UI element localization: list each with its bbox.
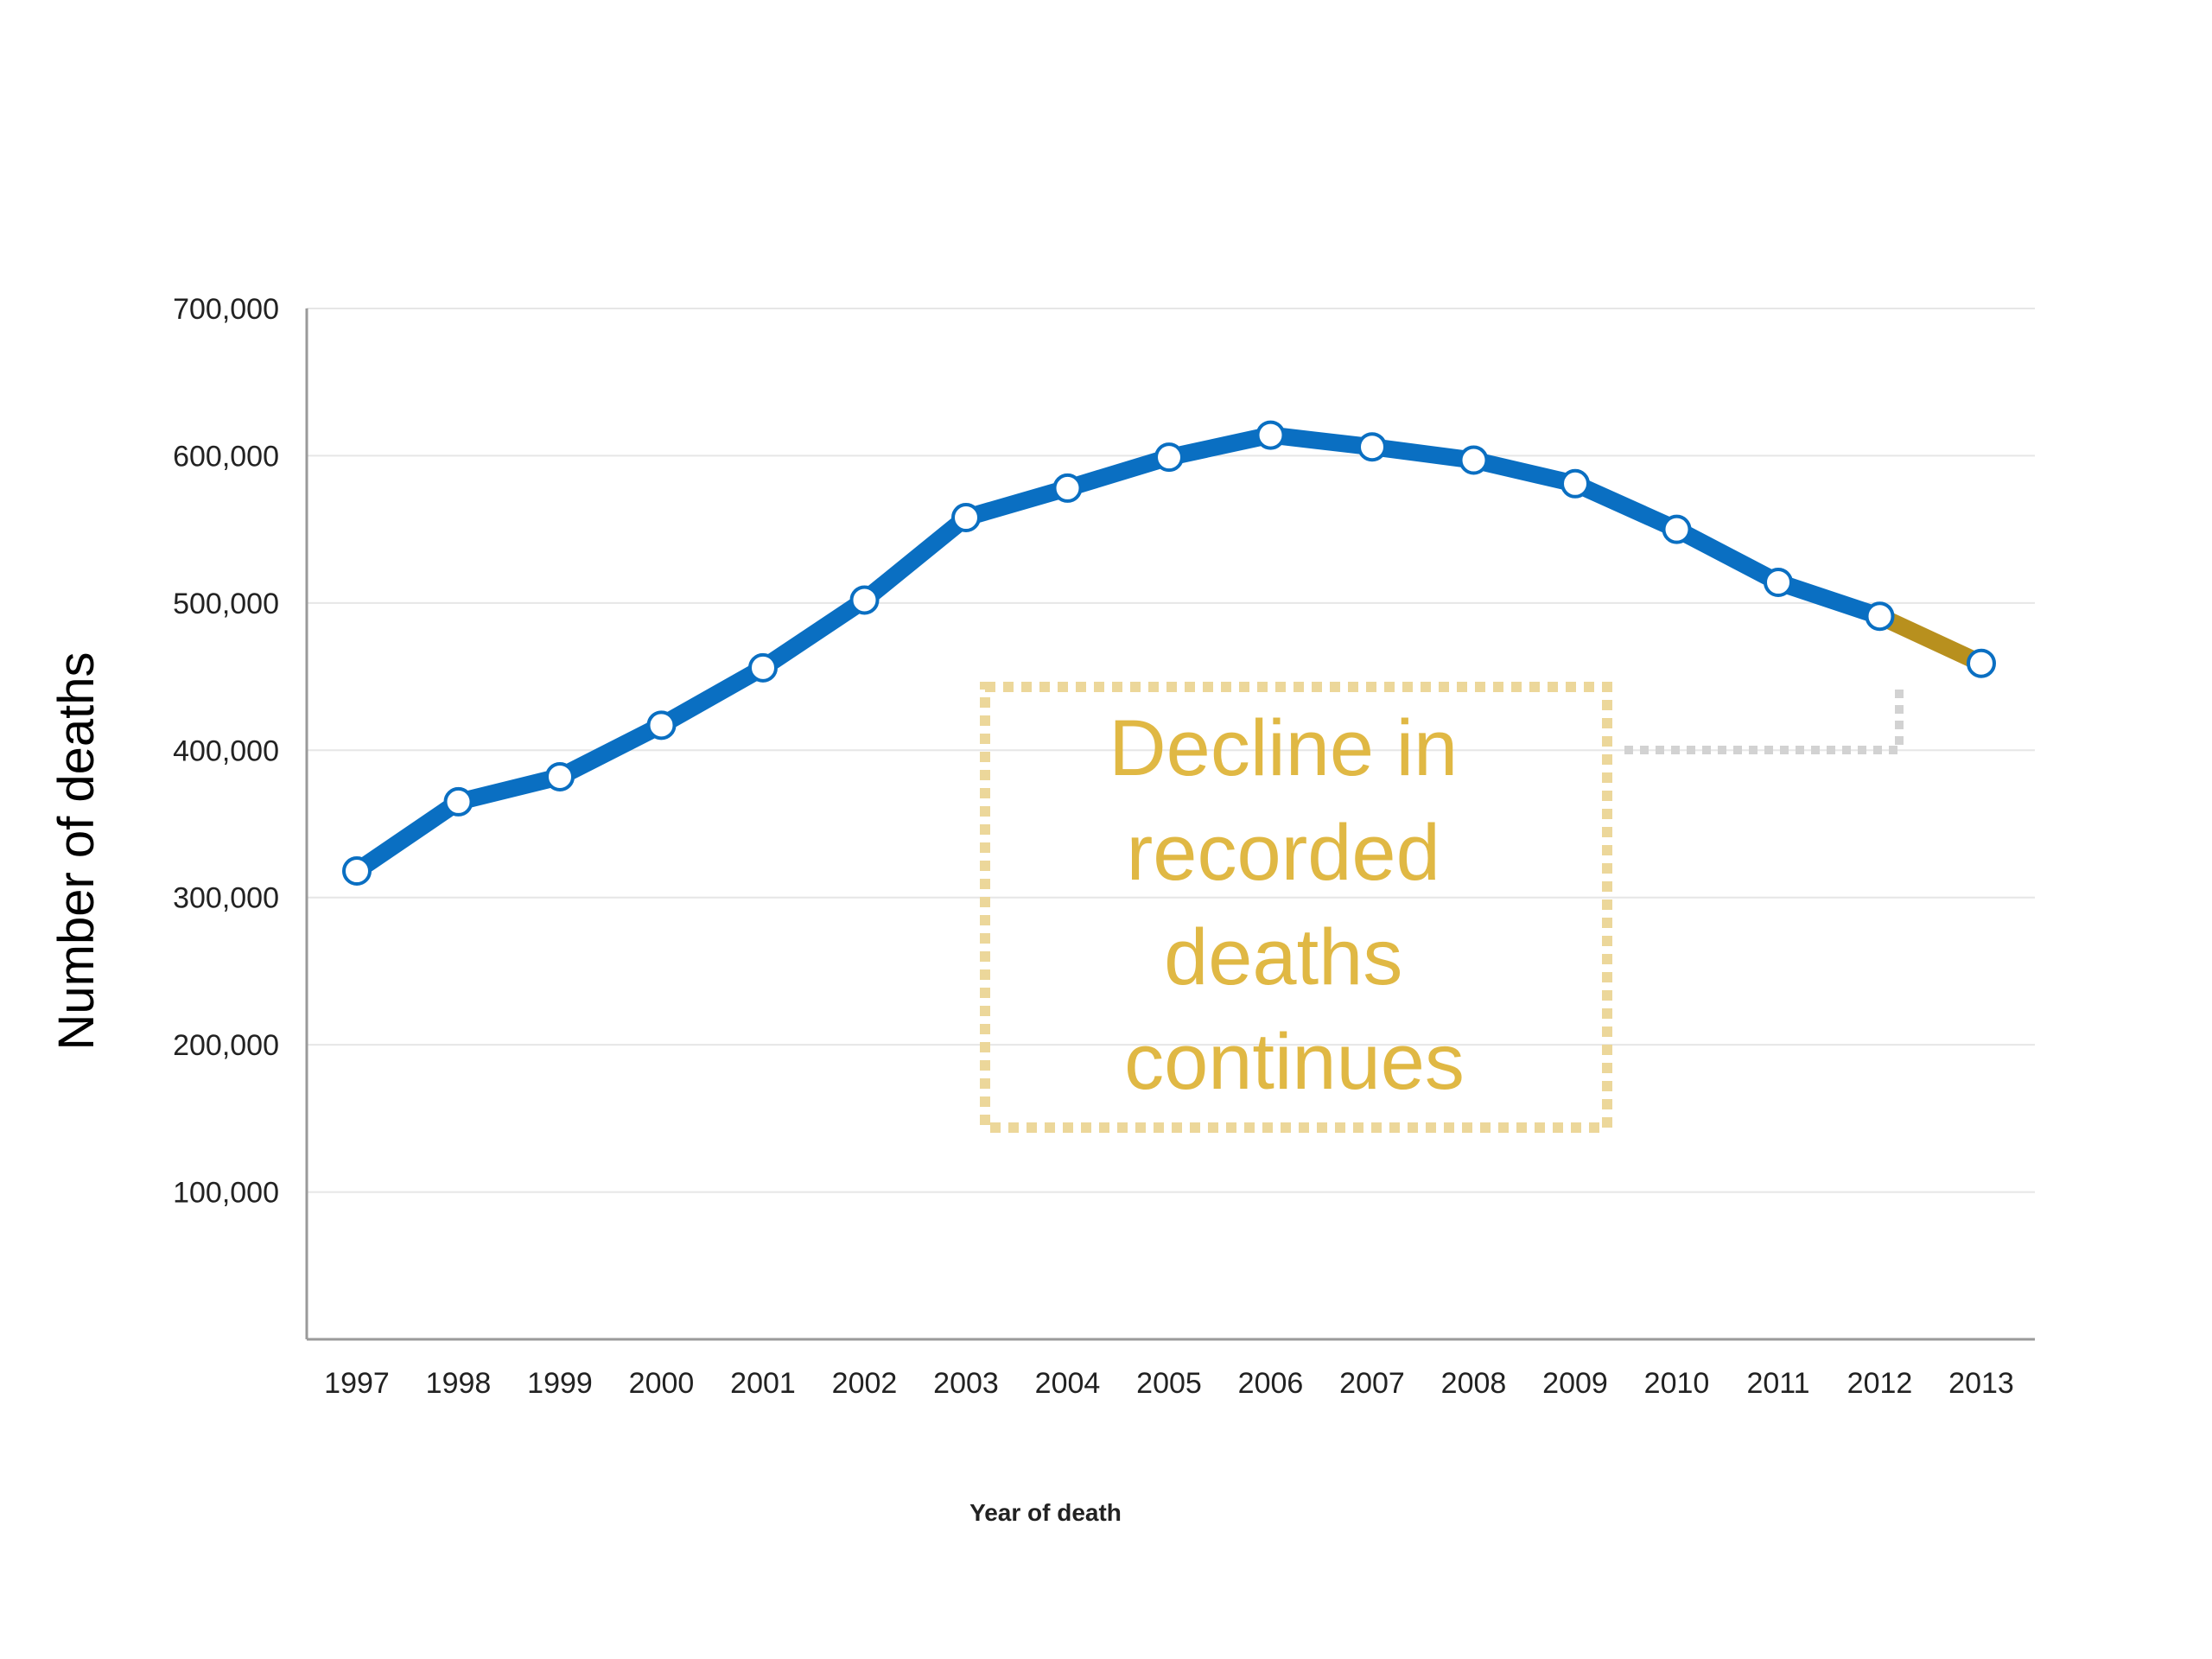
data-point bbox=[1967, 648, 1996, 678]
series-line bbox=[348, 426, 1889, 880]
x-tick-label: 2000 bbox=[629, 1367, 695, 1400]
x-tick-label: 2011 bbox=[1746, 1367, 1809, 1400]
data-point bbox=[1560, 468, 1590, 499]
x-tick-label: 2010 bbox=[1644, 1367, 1710, 1400]
y-axis-title: Number of deaths bbox=[48, 652, 105, 1050]
y-tick-label: 700,000 bbox=[173, 293, 279, 326]
y-tick-label: 200,000 bbox=[173, 1029, 279, 1062]
data-point bbox=[1865, 601, 1895, 632]
x-axis-title: Year of death bbox=[969, 1499, 1122, 1526]
data-point bbox=[1052, 473, 1083, 503]
axes bbox=[305, 308, 2035, 1341]
annotation-line-2: recorded bbox=[1127, 809, 1440, 897]
y-tick-label: 100,000 bbox=[173, 1177, 279, 1210]
x-tick-label: 2012 bbox=[1847, 1367, 1913, 1400]
data-point bbox=[646, 710, 677, 741]
x-tick-labels: 1997 1998 1999 2000 2001 2002 2003 2004 2005 2006… bbox=[324, 1367, 2014, 1400]
data-point bbox=[1662, 514, 1692, 544]
x-tick-label: 2007 bbox=[1339, 1367, 1405, 1400]
data-point bbox=[1459, 445, 1489, 475]
data-point bbox=[1357, 432, 1387, 462]
x-tick-label: 2001 bbox=[730, 1367, 796, 1400]
series-line-highlight bbox=[1871, 607, 1990, 672]
data-point bbox=[748, 652, 778, 683]
x-tick-label: 2004 bbox=[1035, 1367, 1101, 1400]
data-point bbox=[545, 761, 575, 791]
annotation-box bbox=[980, 682, 1612, 1133]
data-point bbox=[1255, 420, 1286, 450]
x-tick-label: 2013 bbox=[1948, 1367, 2014, 1400]
x-tick-label: 2006 bbox=[1238, 1367, 1304, 1400]
x-tick-label: 2003 bbox=[933, 1367, 999, 1400]
y-tick-labels: 100,000 200,000 300,000 400,000 500,000 600,0… bbox=[173, 293, 279, 1210]
y-tick-label: 400,000 bbox=[173, 734, 279, 767]
x-tick-label: 2002 bbox=[832, 1367, 898, 1400]
y-tick-label: 600,000 bbox=[173, 440, 279, 473]
annotation-line-3: deaths bbox=[1164, 913, 1402, 1001]
data-series bbox=[342, 420, 1996, 887]
data-point bbox=[342, 856, 372, 887]
y-tick-label: 500,000 bbox=[173, 588, 279, 620]
x-tick-label: 2008 bbox=[1441, 1367, 1507, 1400]
annotation: Decline in recorded deaths continues bbox=[980, 682, 1904, 1133]
x-tick-label: 1997 bbox=[324, 1367, 390, 1400]
x-tick-label: 2009 bbox=[1542, 1367, 1608, 1400]
data-point bbox=[849, 585, 880, 615]
annotation-line-4: continues bbox=[1124, 1018, 1465, 1106]
x-tick-label: 1998 bbox=[426, 1367, 492, 1400]
x-tick-label: 2005 bbox=[1136, 1367, 1202, 1400]
data-point bbox=[1764, 567, 1793, 597]
data-point bbox=[1154, 442, 1184, 473]
annotation-connector bbox=[1624, 683, 1904, 754]
data-point bbox=[951, 503, 981, 533]
y-tick-label: 300,000 bbox=[173, 882, 279, 915]
data-point bbox=[443, 786, 474, 817]
x-tick-label: 1999 bbox=[527, 1367, 593, 1400]
annotation-line-1: Decline in bbox=[1109, 704, 1458, 792]
annotation-text: Decline in recorded deaths continues bbox=[1109, 704, 1480, 1106]
